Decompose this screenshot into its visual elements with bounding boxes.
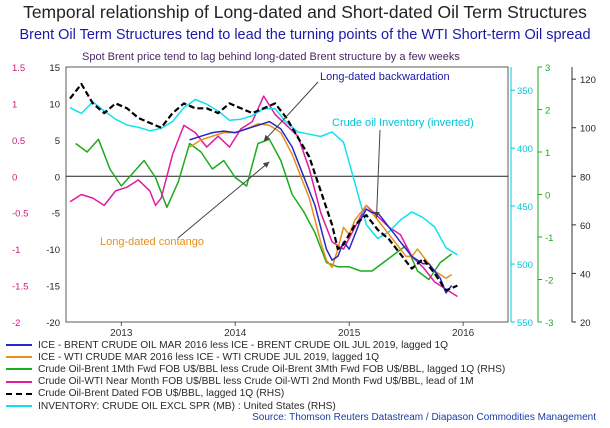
inventory-axis-tick-label: 500 [517, 260, 533, 271]
legend-label: INVENTORY: CRUDE OIL EXCL SPR (MB) : Uni… [38, 400, 336, 412]
left-axis-tick-label: 0 [12, 172, 17, 183]
legend-entry: Crude Oil-WTI Near Month FOB U$/BBL less… [6, 376, 606, 388]
series-line-4 [69, 82, 458, 292]
chart-note: Spot Brent price tend to lag behind long… [82, 51, 460, 63]
left2-axis-tick-label: -20 [46, 318, 60, 329]
source-note: Source: Thomson Reuters Datastream / Dia… [252, 412, 596, 423]
green-axis-tick-label: -1 [545, 233, 553, 244]
series-layer [69, 82, 458, 298]
inventory-axis-tick-label: 400 [517, 144, 533, 155]
legend-entry: ICE - WTI CRUDE MAR 2016 less ICE - WTI … [6, 351, 606, 363]
green-axis-tick-label: 0 [545, 191, 550, 202]
arrowhead [263, 134, 270, 142]
x-tick-label: 2015 [338, 328, 361, 339]
legend-label: Crude Oil-WTI Near Month FOB U$/BBL less… [38, 376, 474, 388]
annotation-layer: Long-dated backwardation Crude oil Invent… [100, 71, 474, 248]
legend-label: Crude Oil-Brent 1Mth Fwd FOB U$/BBL less… [38, 363, 506, 375]
brent-axis-tick-label: 100 [580, 124, 596, 135]
left2-axis-tick-label: 5 [55, 136, 60, 147]
legend-swatch [6, 344, 32, 347]
legend-label: ICE - BRENT CRUDE OIL MAR 2016 less ICE … [38, 339, 449, 351]
x-tick-label: 2016 [452, 328, 475, 339]
left-axis-tick-label: -1 [12, 245, 20, 256]
plot-frame [65, 66, 509, 323]
chart-title: Temporal relationship of Long-dated and … [23, 2, 587, 22]
left2-axis-tick-label: 15 [49, 63, 60, 74]
annotation-backwardation: Long-dated backwardation [320, 71, 450, 83]
inventory-axis-tick-label: 450 [517, 202, 533, 213]
left-axis-tick-label: -0.5 [12, 209, 28, 220]
arrowhead [373, 211, 380, 218]
green-axis-tick-label: -3 [545, 318, 553, 329]
left2-axis-tick-label: 0 [55, 172, 60, 183]
legend-entry: INVENTORY: CRUDE OIL EXCL SPR (MB) : Uni… [6, 400, 606, 412]
legend-label: ICE - WTI CRUDE MAR 2016 less ICE - WTI … [38, 351, 379, 363]
green-axis-tick-label: 1 [545, 148, 550, 159]
green-axis-tick-label: -2 [545, 276, 553, 287]
left2-axis-tick-label: -10 [46, 245, 60, 256]
green-axis-tick-label: 3 [545, 63, 550, 74]
chart-legend: ICE - BRENT CRUDE OIL MAR 2016 less ICE … [6, 339, 606, 412]
legend-swatch [6, 368, 32, 371]
legend-label: Crude Oil-Brent Dated FOB U$/BBL, lagged… [38, 388, 285, 400]
left2-axis-tick-label: -5 [52, 209, 60, 220]
legend-entry: ICE - BRENT CRUDE OIL MAR 2016 less ICE … [6, 339, 606, 351]
left-axis-tick-label: 0.5 [12, 136, 25, 147]
brent-axis-tick-label: 20 [580, 318, 591, 329]
legend-swatch [6, 380, 32, 383]
annotation-inventory: Crude oil Inventory (inverted) [332, 117, 474, 129]
arrowhead [262, 161, 270, 168]
inventory-axis-tick-label: 350 [517, 86, 533, 97]
annotation-arrow [263, 81, 319, 142]
legend-swatch [6, 392, 32, 395]
brent-axis-tick-label: 80 [580, 172, 591, 183]
left2-axis-tick-label: 10 [49, 99, 60, 110]
legend-entry: Crude Oil-Brent Dated FOB U$/BBL, lagged… [6, 388, 606, 400]
annotation-arrow [177, 161, 270, 239]
green-axis-tick-label: 2 [545, 106, 550, 117]
brent-axis-tick-label: 120 [580, 75, 596, 86]
series-line-2 [75, 138, 453, 281]
x-tick-label: 2013 [110, 328, 133, 339]
annotation-arrow [376, 129, 381, 218]
inventory-axis-tick-label: 550 [517, 318, 533, 329]
legend-swatch [6, 356, 32, 359]
left-axis-tick-label: -2 [12, 318, 20, 329]
brent-axis-tick-label: 60 [580, 221, 591, 232]
annotation-contango: Long-dated contango [100, 236, 204, 248]
legend-entry: Crude Oil-Brent 1Mth Fwd FOB U$/BBL less… [6, 363, 606, 375]
series-line-0 [189, 120, 453, 294]
left-axis-tick-label: 1.5 [12, 63, 25, 74]
legend-swatch [6, 405, 32, 408]
brent-axis-tick-label: 40 [580, 269, 591, 280]
left-axis-tick-label: -1.5 [12, 282, 28, 293]
chart-subtitle: Brent Oil Term Structures tend to lead t… [19, 27, 591, 43]
axes-layer: 2013 2014 2015 20161.510.50-0.5-1-1.5-21510… [12, 63, 596, 339]
left2-axis-tick-label: -15 [46, 282, 60, 293]
x-tick-label: 2014 [224, 328, 247, 339]
left-axis-tick-label: 1 [12, 99, 17, 110]
